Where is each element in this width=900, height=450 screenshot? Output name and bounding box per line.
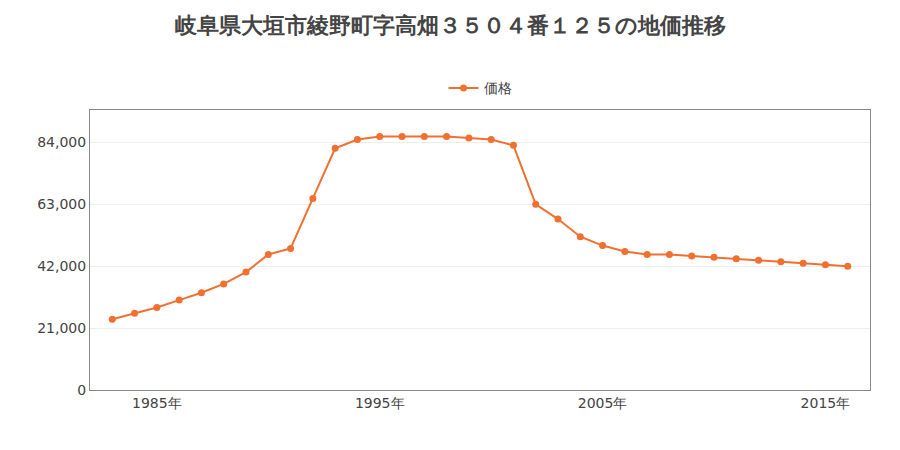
- svg-text:42,000: 42,000: [37, 258, 86, 274]
- svg-text:1985年: 1985年: [132, 395, 182, 411]
- svg-text:2015年: 2015年: [801, 395, 851, 411]
- svg-text:84,000: 84,000: [37, 134, 86, 150]
- svg-text:2005年: 2005年: [578, 395, 628, 411]
- svg-text:0: 0: [77, 382, 86, 398]
- svg-text:価格: 価格: [484, 80, 512, 96]
- svg-text:岐阜県大垣市綾野町字高畑３５０４番１２５の地価推移: 岐阜県大垣市綾野町字高畑３５０４番１２５の地価推移: [175, 13, 726, 38]
- svg-text:21,000: 21,000: [37, 320, 86, 336]
- svg-text:63,000: 63,000: [37, 196, 86, 212]
- svg-text:1995年: 1995年: [355, 395, 405, 411]
